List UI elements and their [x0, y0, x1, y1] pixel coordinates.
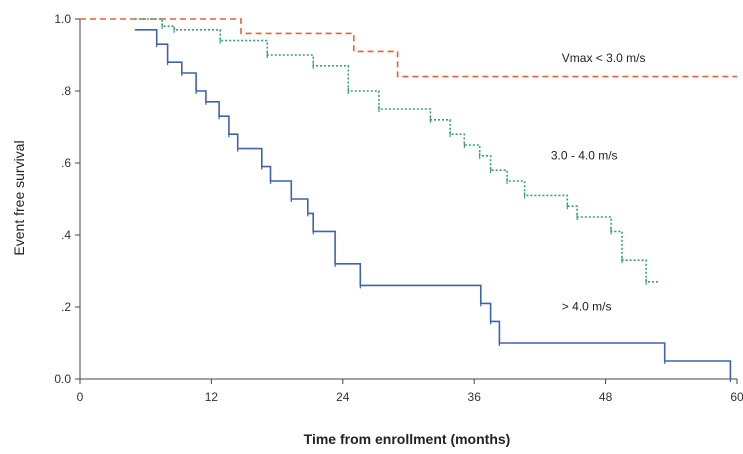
x-tick-label: 12 — [205, 390, 219, 404]
series-line-0 — [80, 18, 737, 78]
x-tick-label: 24 — [336, 390, 350, 404]
y-axis-ticks: 0.0 .2 .4 .6 .8 1.0 — [54, 12, 80, 386]
x-tick-label: 60 — [730, 390, 743, 404]
y-tick-label: 0.0 — [54, 372, 71, 386]
x-axis-title: Time from enrollment (months) — [304, 431, 511, 447]
series-label-0: Vmax < 3.0 m/s — [562, 51, 646, 65]
x-tick-label: 36 — [468, 390, 482, 404]
series-label-layer: Vmax < 3.0 m/s 3.0 - 4.0 m/s > 4.0 m/s — [551, 51, 646, 313]
series-line-1 — [134, 18, 659, 283]
axes: 0 12 24 36 48 60 0.0 .2 .4 .6 .8 1.0 — [54, 12, 743, 404]
series-layer — [80, 18, 737, 382]
y-tick-label: .4 — [61, 228, 71, 242]
y-tick-label: .2 — [61, 300, 71, 314]
series-label-1: 3.0 - 4.0 m/s — [551, 148, 618, 162]
series-label-2: > 4.0 m/s — [562, 300, 612, 314]
y-tick-label: 1.0 — [54, 12, 71, 26]
y-tick-label: .6 — [61, 156, 71, 170]
y-axis-title: Event free survival — [11, 140, 27, 255]
x-tick-label: 0 — [77, 390, 84, 404]
y-tick-label: .8 — [61, 84, 71, 98]
x-tick-label: 48 — [599, 390, 613, 404]
x-axis-ticks: 0 12 24 36 48 60 — [77, 379, 743, 404]
series-line-2 — [134, 28, 732, 379]
